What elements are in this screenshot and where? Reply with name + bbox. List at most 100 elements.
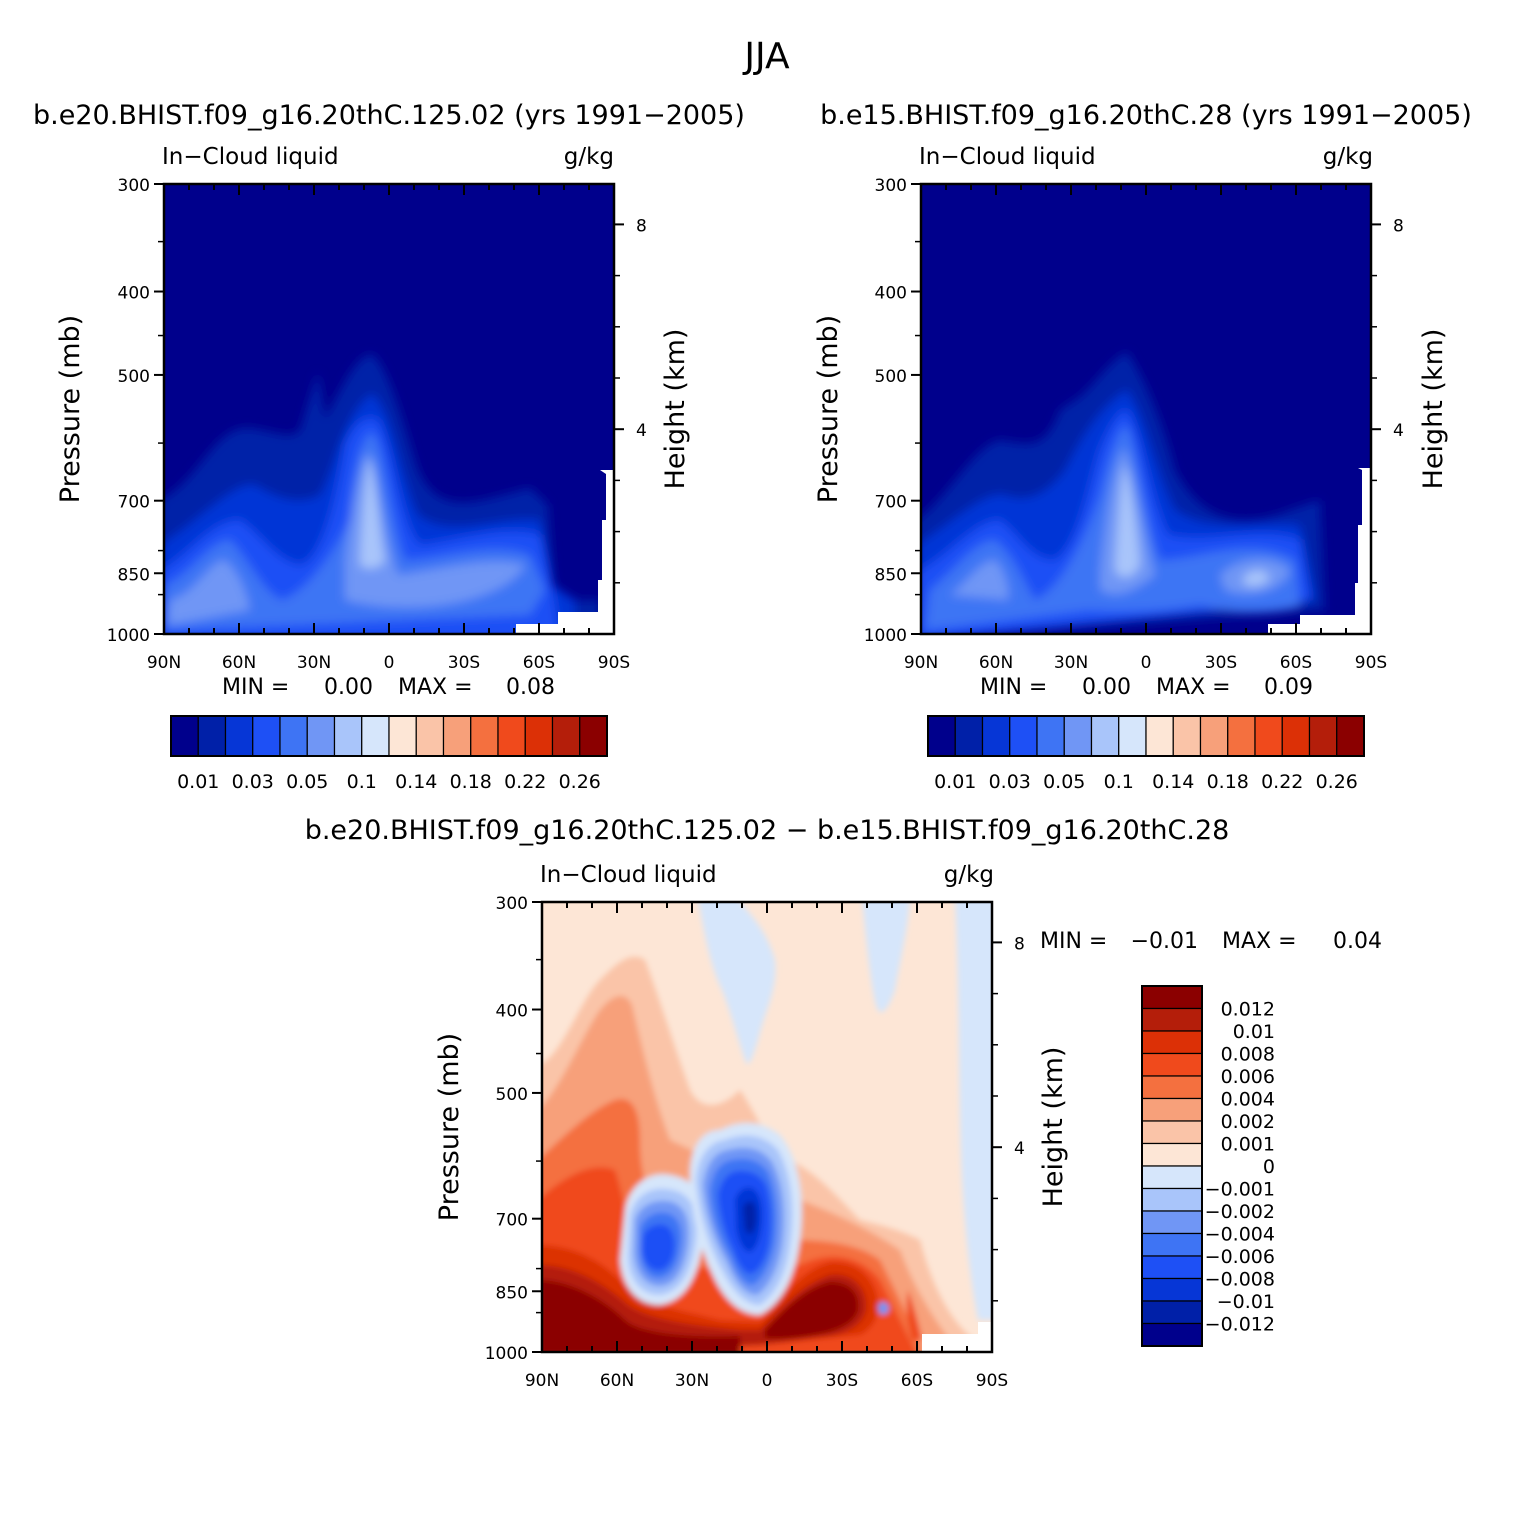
p1-missing — [516, 470, 614, 634]
p1-colorbar-box — [361, 715, 390, 757]
p3-pos-8b0000-sh — [765, 1282, 859, 1339]
p3-colorbar-frame — [1141, 985, 1203, 1347]
p2-colorbar-box — [1036, 715, 1065, 757]
p2-colorbar-box — [927, 715, 956, 757]
p1-colorbar-frame — [170, 715, 608, 757]
p3-colorbar-box — [1141, 1210, 1203, 1235]
p1-colorbar-box — [197, 715, 227, 757]
p3-neg-sh-spot — [878, 1302, 889, 1315]
p3-neg-nh-1e50f5 — [642, 1224, 675, 1271]
p1-colorbar-label: 0.18 — [450, 771, 492, 793]
p2-pressure-tick-label: 500 — [875, 367, 907, 387]
panel-1-min-label: MIN = — [222, 675, 289, 700]
p1-lat-tick-label: 60N — [222, 653, 256, 673]
panel-3-variable: In−Cloud liquid — [540, 862, 717, 888]
p1-colorbar-label: 0.05 — [286, 771, 328, 793]
p3-colorbar-box — [1141, 1255, 1203, 1280]
p3-colorbar-box — [1141, 1120, 1203, 1145]
p3-colorbar-box — [1141, 1142, 1203, 1167]
p3-pos-8b0000-nh — [542, 1280, 740, 1352]
p3-pressure-tick-label: 500 — [496, 1085, 528, 1105]
p1-lat-tick-label: 30N — [297, 653, 331, 673]
p1-colorbar-box — [497, 715, 526, 757]
p2-colorbar-box — [954, 715, 984, 757]
p2-lat-tick-label: 60N — [979, 653, 1013, 673]
p1-colorbar-box — [579, 715, 608, 757]
p3-colorbar-box — [1141, 1300, 1203, 1325]
p1-pressure-tick-label: 700 — [118, 493, 150, 513]
p3-lat-tick-label: 90S — [976, 1371, 1008, 1391]
p2-colorbar-box — [1063, 715, 1093, 757]
panel-1-title: b.e20.BHIST.f09_g16.20thC.125.02 (yrs 19… — [33, 100, 745, 131]
p2-colorbar-box — [1145, 715, 1174, 757]
panel-3-min-value: −0.01 — [1131, 929, 1198, 954]
p2-colorbar-box — [1199, 715, 1229, 757]
panel-3-max-label: MAX = — [1222, 929, 1297, 954]
p3-height-tick-label: 8 — [1014, 934, 1025, 954]
panel-1-max-label: MAX = — [398, 675, 473, 700]
figure-title: JJA — [742, 36, 790, 77]
p3-colorbar-label: 0.012 — [1221, 999, 1275, 1021]
p3-colorbar-label: −0.012 — [1205, 1314, 1275, 1336]
p2-colorbar-box — [1281, 715, 1311, 757]
p3-colorbar-box — [1141, 985, 1203, 1010]
p1-colorbar-box — [306, 715, 336, 757]
p3-pressure-tick-label: 850 — [496, 1283, 528, 1303]
p3-colorbar-label: −0.002 — [1205, 1201, 1275, 1223]
panel-2-min-label: MIN = — [980, 675, 1047, 700]
p1-colorbar-box — [170, 715, 199, 757]
p2-colorbar-box — [1308, 715, 1338, 757]
p3-lat-tick-label: 60S — [901, 1371, 933, 1391]
p1-lat-tick-label: 30S — [448, 653, 480, 673]
p3-lat-tick-label: 0 — [762, 1371, 773, 1391]
p3-pressure-tick-label: 400 — [496, 1002, 528, 1022]
panel-2-colorbar: 0.01 0.03 0.05 0.1 0.14 0.18 0.22 0.26 — [927, 715, 1365, 793]
panel-3-title: b.e20.BHIST.f09_g16.20thC.125.02 − b.e15… — [305, 815, 1230, 846]
p2-colorbar-label: 0.18 — [1207, 771, 1249, 793]
p3-colorbar-box — [1141, 1007, 1203, 1032]
p3-colorbar-label: 0.006 — [1221, 1066, 1275, 1088]
p3-pressure-tick-label: 300 — [496, 894, 528, 914]
p3-height-tick-label: 4 — [1014, 1139, 1025, 1159]
p3-colorbar-box — [1141, 1187, 1203, 1212]
p3-lat-tick-label: 60N — [600, 1371, 634, 1391]
p3-lat-tick-label: 30N — [675, 1371, 709, 1391]
p1-colorbar-box — [470, 715, 499, 757]
panel-3-colorbar: 0.0120.010.0080.0060.0040.0020.0010−0.00… — [1141, 985, 1275, 1347]
panel-1-y2label: Height (km) — [660, 329, 691, 490]
p2-pressure-tick-label: 300 — [875, 176, 907, 196]
p2-lat-tick-label: 60S — [1280, 653, 1312, 673]
p1-lat-tick-label: 60S — [523, 653, 555, 673]
p2-colorbar-box — [1172, 715, 1202, 757]
panel-1-min-value: 0.00 — [324, 675, 373, 700]
p1-colorbar-label: 0.03 — [232, 771, 274, 793]
p2-colorbar-box — [981, 715, 1011, 757]
p2-lat-tick-label: 30S — [1205, 653, 1237, 673]
panel-2: b.e15.BHIST.f09_g16.20thC.28 (yrs 1991−2… — [813, 100, 1472, 793]
p3-colorbar-label: −0.008 — [1205, 1269, 1275, 1291]
p3-colorbar-label: 0.004 — [1221, 1089, 1275, 1111]
panel-1-ticks: 300 400 500 700 850 1000 8 4 90N 60N 30N 0 30S 60S 90S — [107, 176, 647, 673]
panel-1-field — [164, 184, 614, 634]
p1-level-a9c5fa — [360, 458, 385, 569]
p1-colorbar-box — [442, 715, 472, 757]
p3-colorbar-box — [1141, 1322, 1203, 1347]
panel-2-min-value: 0.00 — [1082, 675, 1131, 700]
p3-colorbar-label: 0.01 — [1233, 1021, 1275, 1043]
p2-pressure-tick-label: 700 — [875, 493, 907, 513]
panel-2-units: g/kg — [1323, 144, 1373, 170]
panel-2-ticks: 300 400 500 700 850 1000 8 4 90N 60N 30N 0 30S 60S 90S — [864, 176, 1404, 673]
p3-colorbar-label: −0.004 — [1205, 1224, 1275, 1246]
p1-colorbar-box — [252, 715, 281, 757]
p3-neg-upper-sh — [862, 902, 910, 1013]
p1-pressure-tick-label: 850 — [118, 565, 150, 585]
p2-colorbar-label: 0.26 — [1316, 771, 1358, 793]
p3-colorbar-box — [1141, 1165, 1203, 1190]
p1-lat-tick-label: 90N — [147, 653, 181, 673]
p1-pressure-tick-label: 300 — [118, 176, 150, 196]
panel-3: b.e20.BHIST.f09_g16.20thC.125.02 − b.e15… — [305, 815, 1382, 1391]
p3-pos-sh-60s — [906, 1290, 922, 1340]
panel-1-max-value: 0.08 — [506, 675, 555, 700]
p2-colorbar-box — [1090, 715, 1120, 757]
p3-colorbar-box — [1141, 1097, 1203, 1122]
